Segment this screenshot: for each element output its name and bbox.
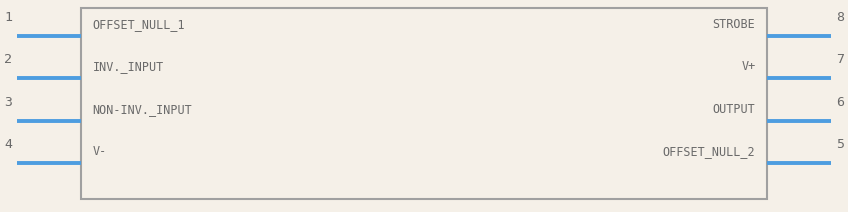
Text: 3: 3 — [4, 96, 12, 109]
Text: 4: 4 — [4, 138, 12, 151]
Text: OFFSET_NULL_1: OFFSET_NULL_1 — [92, 18, 185, 31]
Text: V+: V+ — [741, 60, 756, 73]
Text: 6: 6 — [836, 96, 844, 109]
Text: OUTPUT: OUTPUT — [712, 103, 756, 116]
Text: NON-INV._INPUT: NON-INV._INPUT — [92, 103, 192, 116]
Text: 1: 1 — [4, 11, 12, 24]
Text: 2: 2 — [4, 53, 12, 66]
Text: 8: 8 — [836, 11, 844, 24]
Text: 5: 5 — [836, 138, 844, 151]
Text: STROBE: STROBE — [712, 18, 756, 31]
Bar — [81, 8, 767, 199]
Text: OFFSET_NULL_2: OFFSET_NULL_2 — [663, 145, 756, 158]
Text: V-: V- — [92, 145, 107, 158]
Text: 7: 7 — [836, 53, 844, 66]
Text: INV._INPUT: INV._INPUT — [92, 60, 164, 73]
